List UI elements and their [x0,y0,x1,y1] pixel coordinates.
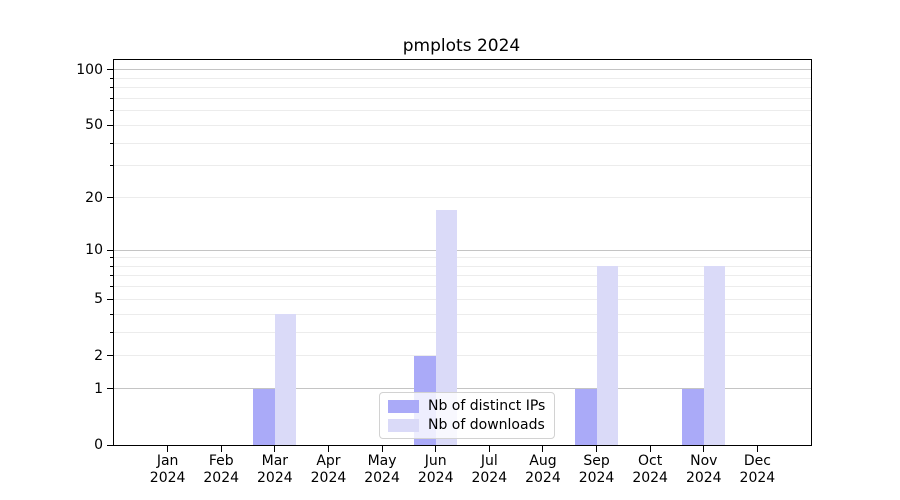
minor-gridline [114,97,811,99]
plot-area [113,59,812,446]
x-tick [435,446,437,452]
x-tick-label: Dec 2024 [739,453,776,486]
x-tick [327,446,329,452]
legend-item-downloads: Nb of downloads [388,417,545,433]
y-minor-tick [110,313,113,315]
bar-nb-of-distinct-ips-nov [682,388,704,445]
y-tick-label: 10 [85,242,103,259]
bar-nb-of-downloads-sep [596,266,618,445]
y-minor-tick [110,77,113,79]
x-tick [596,446,598,452]
x-tick-label: Mar 2024 [257,453,293,486]
x-tick-label: Nov 2024 [685,453,722,486]
x-tick [381,446,383,452]
major-gridline [114,249,811,251]
minor-gridline [114,87,811,89]
minor-gridline [114,265,811,267]
minor-gridline [114,124,811,126]
y-tick [107,69,113,71]
legend-label-downloads: Nb of downloads [428,417,545,433]
bar-nb-of-distinct-ips-mar [253,388,275,445]
y-minor-tick [110,110,113,112]
y-minor-tick [110,97,113,99]
x-tick-label: Oct 2024 [632,453,668,486]
y-minor-tick [110,257,113,259]
y-tick-label: 2 [94,347,103,364]
x-tick [167,446,169,452]
bar-nb-of-distinct-ips-sep [575,388,597,445]
x-tick [488,446,490,452]
y-tick [107,444,113,446]
y-minor-tick [110,286,113,288]
x-tick-label: Jun 2024 [417,453,454,486]
minor-gridline [114,298,811,300]
y-tick-label: 50 [85,117,103,134]
minor-gridline [114,110,811,112]
y-minor-tick [110,265,113,267]
minor-gridline [114,197,811,198]
minor-gridline [114,331,811,333]
x-tick-label: Apr 2024 [310,453,347,486]
x-tick-label: Sep 2024 [578,453,615,486]
x-tick-label: May 2024 [364,453,400,486]
minor-gridline [114,77,811,79]
major-gridline [114,388,811,390]
legend-label-distinct-ips: Nb of distinct IPs [428,398,546,414]
bar-nb-of-downloads-jun [435,210,458,445]
y-tick-label: 1 [94,380,103,397]
x-tick [220,446,222,452]
y-tick-label: 20 [85,189,103,206]
x-tick [703,446,705,452]
y-tick-label: 100 [76,61,103,78]
minor-gridline [114,355,811,357]
y-tick-label: 5 [94,291,103,308]
y-minor-tick [110,275,113,277]
y-minor-tick [110,331,113,333]
y-tick [107,298,113,300]
minor-gridline [114,275,811,277]
legend: Nb of distinct IPs Nb of downloads [379,392,556,439]
y-minor-tick [110,142,113,144]
legend-swatch-downloads-icon [388,418,419,432]
legend-swatch-distinct-ips-icon [388,399,419,413]
bar-nb-of-downloads-mar [274,314,297,445]
minor-gridline [114,165,811,167]
x-tick-label: Jan 2024 [149,453,186,486]
x-tick-label: Feb 2024 [203,453,240,486]
minor-gridline [114,257,811,259]
minor-gridline [114,286,811,288]
x-tick-label: Aug 2024 [525,453,561,486]
major-gridline [114,69,811,71]
x-tick [649,446,651,452]
y-tick [107,355,113,357]
x-tick-label: Jul 2024 [471,453,508,486]
y-tick-label: 0 [94,437,103,453]
y-minor-tick [110,165,113,167]
bar-nb-of-downloads-nov [703,266,726,445]
y-tick [107,388,113,390]
minor-gridline [114,142,811,144]
minor-gridline [114,313,811,315]
y-minor-tick [110,87,113,89]
legend-item-distinct-ips: Nb of distinct IPs [388,398,545,414]
x-tick [274,446,276,452]
y-tick [107,249,113,251]
chart-title: pmplots 2024 [402,36,521,56]
x-tick [756,446,758,452]
y-tick [107,124,113,126]
y-tick [107,197,113,198]
x-tick [542,446,544,452]
